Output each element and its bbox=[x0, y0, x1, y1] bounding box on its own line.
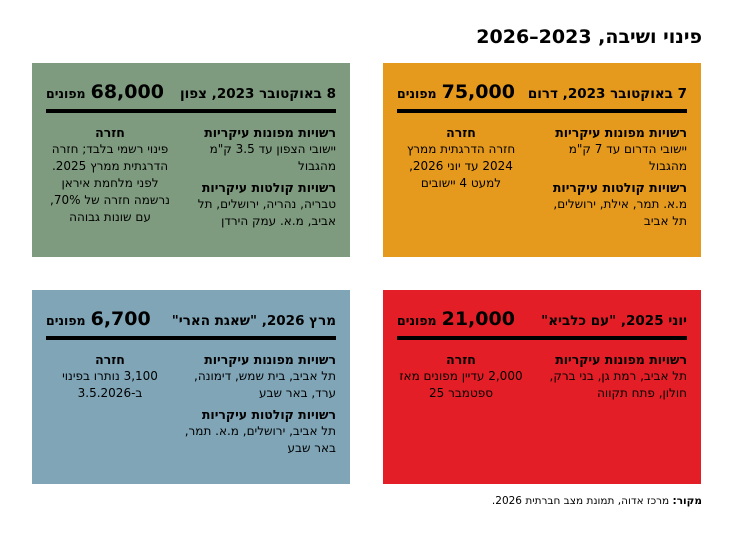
evacuee-count: 68,000 מפונים bbox=[46, 81, 164, 103]
evacuee-count-unit: מפונים bbox=[397, 313, 437, 328]
evacuated-authorities-text: יישובי הדרום עד 7 ק"מ מהגבול bbox=[568, 142, 687, 173]
evacuee-count-number: 68,000 bbox=[90, 81, 164, 103]
divider bbox=[397, 336, 687, 340]
return-column: חזרה חזרה הדרגתית ממרץ 2024 עד יוני 2026… bbox=[397, 124, 525, 230]
card-march-2026: מרץ 2026, "שאגת הארי" 6,700 מפונים רשויו… bbox=[32, 290, 350, 484]
evacuated-authorities-text: תל אביב, רמת גן, בני ברק, חולון, פתח תקו… bbox=[549, 369, 687, 400]
evacuated-authorities-label: רשויות מפונות עיקריות bbox=[204, 125, 336, 140]
evacuee-count-number: 6,700 bbox=[90, 308, 151, 330]
host-authorities-text: טבריה, נהריה, ירושלים, תל אביב, מ.א. עמק… bbox=[197, 197, 336, 228]
evacuee-count-unit: מפונים bbox=[46, 313, 86, 328]
host-authorities-label: רשויות קולטות עיקריות bbox=[552, 180, 687, 195]
host-authorities-text: תל אביב, ירושלים, מ.א. תמר, באר שבע bbox=[184, 424, 336, 455]
host-authorities-label: רשויות קולטות עיקריות bbox=[201, 180, 336, 195]
return-label: חזרה bbox=[95, 125, 125, 140]
evacuated-authorities-label: רשויות מפונות עיקריות bbox=[204, 352, 336, 367]
card-header: מרץ 2026, "שאגת הארי" 6,700 מפונים bbox=[46, 308, 336, 334]
evacuated-authorities-label: רשויות מפונות עיקריות bbox=[555, 352, 687, 367]
host-authorities-label: רשויות קולטות עיקריות bbox=[201, 407, 336, 422]
return-column: חזרה 3,100 נותרו בפינוי ב-3.5.2026 bbox=[46, 351, 174, 457]
card-header-title: 7 באוקטובר 2023, דרום bbox=[527, 86, 687, 102]
evacuee-count: 75,000 מפונים bbox=[397, 81, 515, 103]
card-header-title: יוני 2025, "עם כלביא" bbox=[541, 313, 687, 329]
evacuated-authorities-text: תל אביב, בית שמש, דימונה, ערד, באר שבע bbox=[194, 369, 336, 400]
evacuee-count: 21,000 מפונים bbox=[397, 308, 515, 330]
evacuated-authorities-text: יישובי הצפון עד 3.5 ק"מ מהגבול bbox=[209, 142, 336, 173]
page-title: פינוי ושיבה, 2023–2026 bbox=[476, 26, 702, 48]
authorities-column: רשויות מפונות עיקריות תל אביב, רמת גן, ב… bbox=[535, 351, 687, 402]
authorities-column: רשויות מפונות עיקריות יישובי הדרום עד 7 … bbox=[535, 124, 687, 230]
card-header: יוני 2025, "עם כלביא" 21,000 מפונים bbox=[397, 308, 687, 334]
divider bbox=[46, 109, 336, 113]
evacuee-count-number: 21,000 bbox=[441, 308, 515, 330]
return-label: חזרה bbox=[446, 125, 476, 140]
return-label: חזרה bbox=[95, 352, 125, 367]
card-header: 7 באוקטובר 2023, דרום 75,000 מפונים bbox=[397, 81, 687, 107]
evacuee-count-unit: מפונים bbox=[397, 86, 437, 101]
divider bbox=[397, 109, 687, 113]
authorities-column: רשויות מפונות עיקריות יישובי הצפון עד 3.… bbox=[184, 124, 336, 230]
source-text: מרכז אדוה, תמונת מצב חברתית 2026. bbox=[491, 495, 673, 507]
source-note: מקור: מרכז אדוה, תמונת מצב חברתית 2026. bbox=[492, 495, 702, 507]
return-text: 3,100 נותרו בפינוי ב-3.5.2026 bbox=[62, 369, 158, 400]
return-text: חזרה הדרגתית ממרץ 2024 עד יוני 2026, למע… bbox=[406, 142, 516, 190]
card-header: 8 באוקטובר 2023, צפון 68,000 מפונים bbox=[46, 81, 336, 107]
card-north: 8 באוקטובר 2023, צפון 68,000 מפונים רשוי… bbox=[32, 63, 350, 257]
evacuee-count-number: 75,000 bbox=[441, 81, 515, 103]
host-authorities-text: מ.א. תמר, אילת, ירושלים, תל אביב bbox=[553, 197, 687, 228]
card-june-2025: יוני 2025, "עם כלביא" 21,000 מפונים רשוי… bbox=[383, 290, 701, 484]
evacuee-count: 6,700 מפונים bbox=[46, 308, 151, 330]
return-column: חזרה פינוי רשמי בלבד; חזרה הדרגתית ממרץ … bbox=[46, 124, 174, 230]
evacuated-authorities-label: רשויות מפונות עיקריות bbox=[555, 125, 687, 140]
source-label: מקור: bbox=[672, 495, 702, 507]
card-header-title: 8 באוקטובר 2023, צפון bbox=[180, 86, 336, 102]
return-text: 2,000 עדיין מפונים מאז ספטמבר 25 bbox=[399, 369, 523, 400]
evacuee-count-unit: מפונים bbox=[46, 86, 86, 101]
card-south: 7 באוקטובר 2023, דרום 75,000 מפונים רשוי… bbox=[383, 63, 701, 257]
return-text: פינוי רשמי בלבד; חזרה הדרגתית ממרץ 2025.… bbox=[50, 142, 170, 224]
authorities-column: רשויות מפונות עיקריות תל אביב, בית שמש, … bbox=[184, 351, 336, 457]
divider bbox=[46, 336, 336, 340]
return-label: חזרה bbox=[446, 352, 476, 367]
return-column: חזרה 2,000 עדיין מפונים מאז ספטמבר 25 bbox=[397, 351, 525, 402]
card-header-title: מרץ 2026, "שאגת הארי" bbox=[171, 313, 336, 329]
